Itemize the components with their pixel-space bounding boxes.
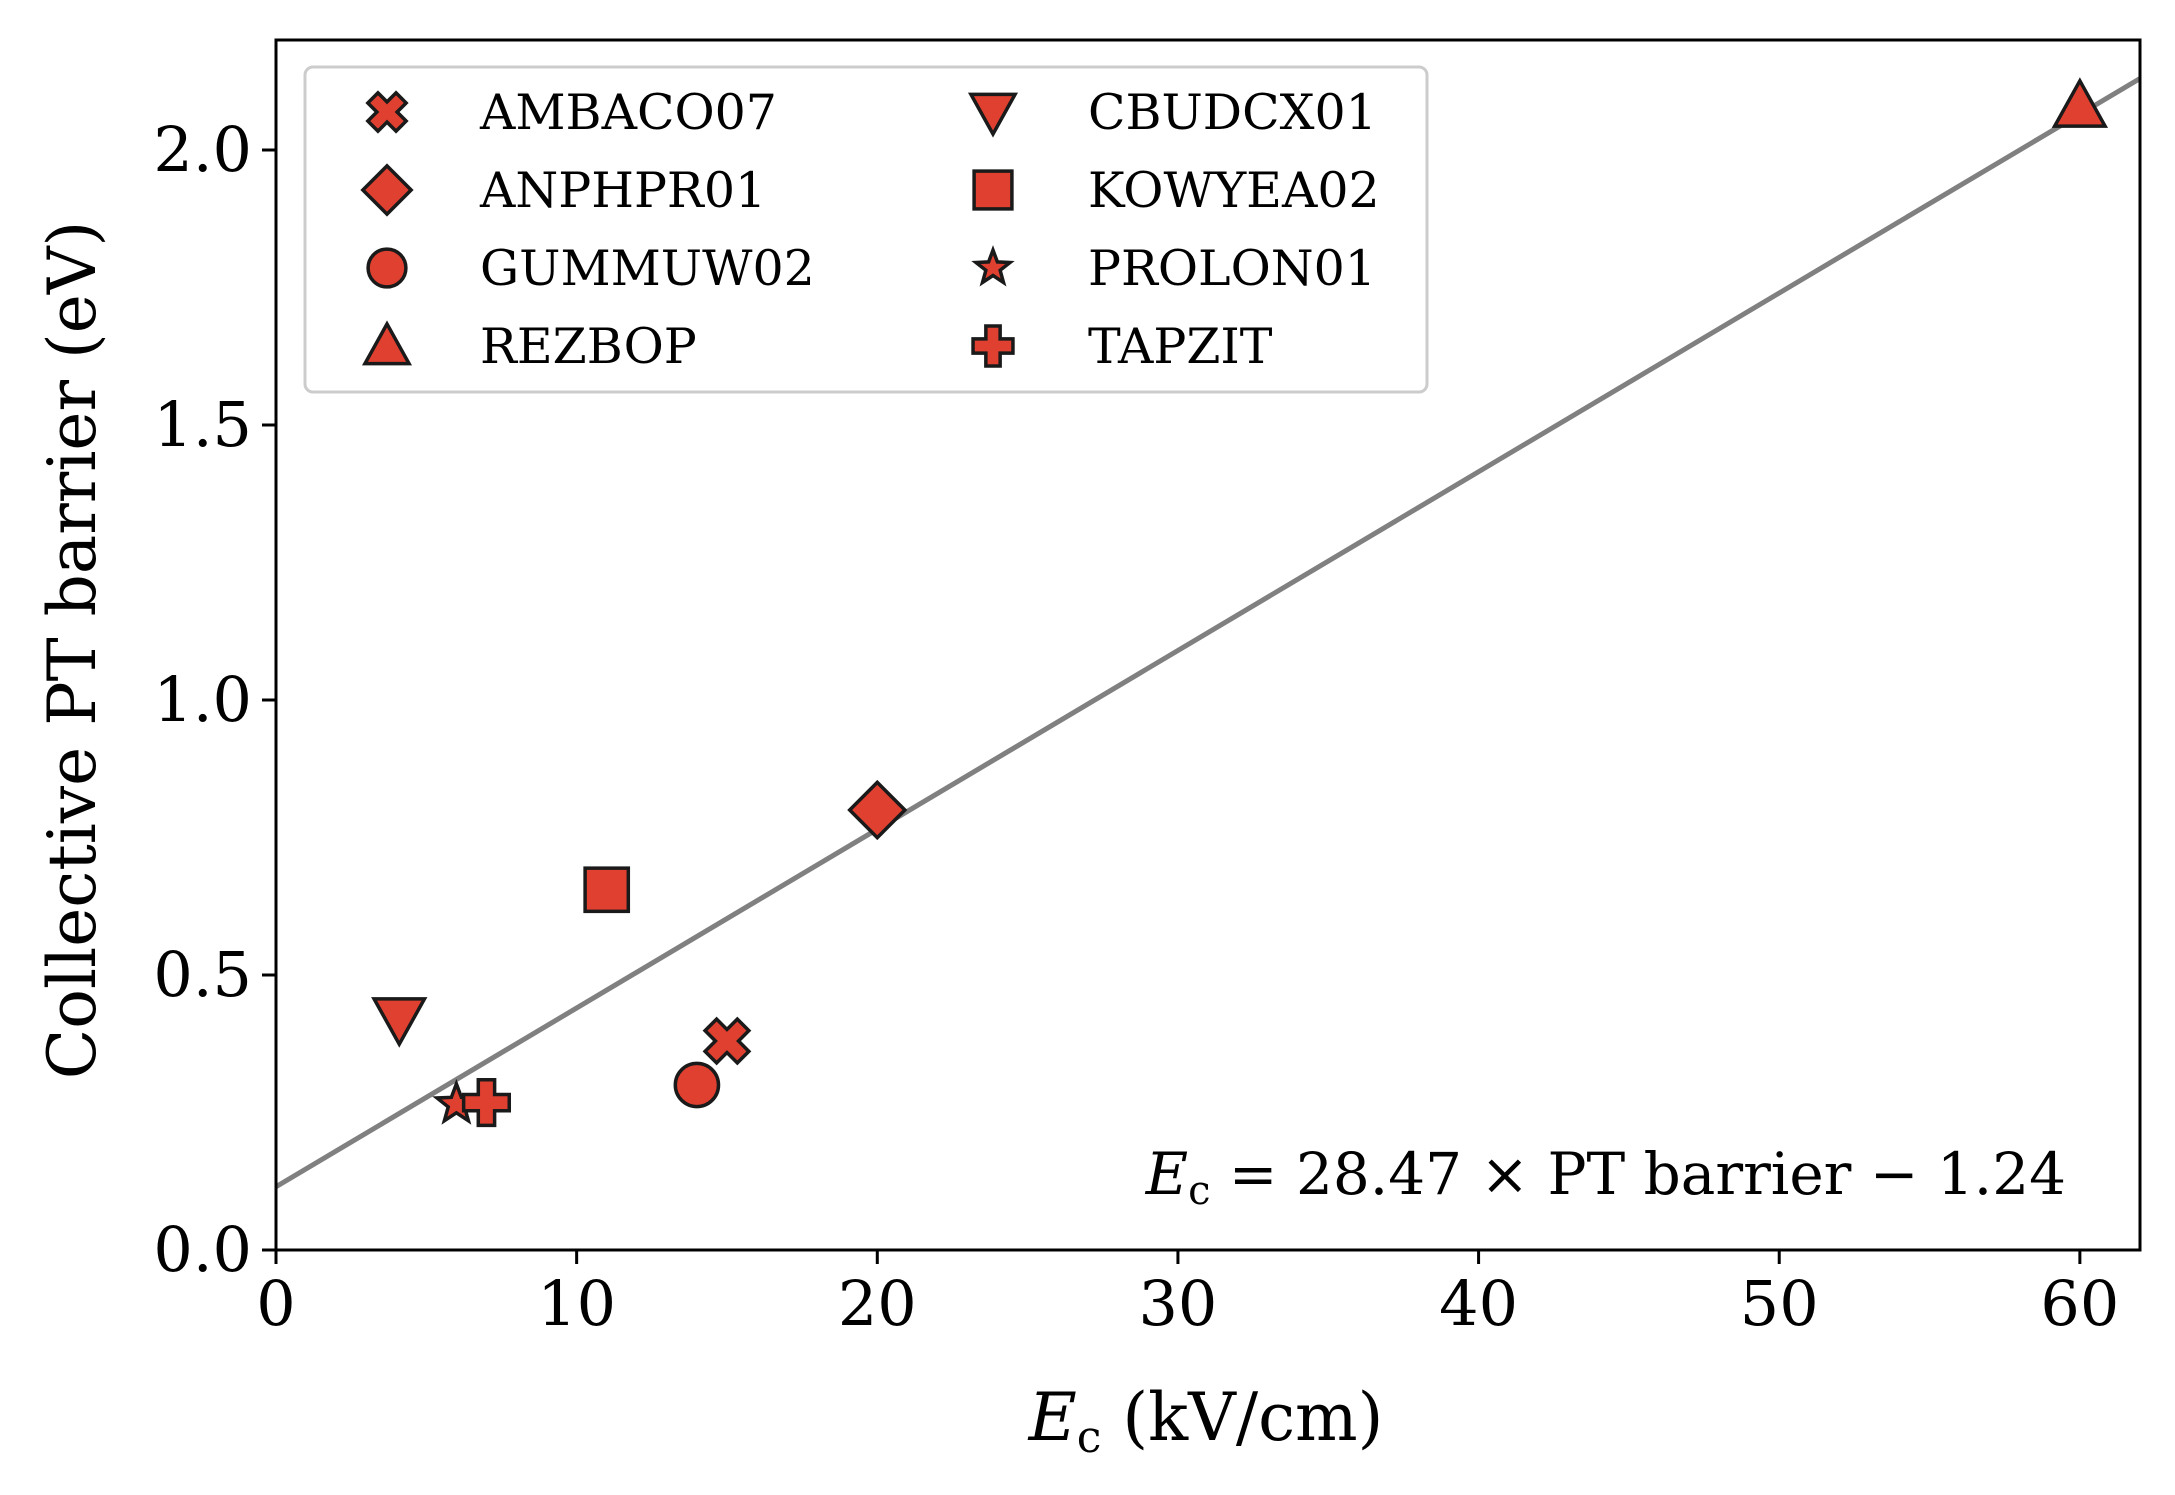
x-tick-label: 30 xyxy=(1138,1267,1217,1340)
x-axis-label: Ec (kV/cm) xyxy=(1028,1379,1384,1463)
y-axis-label: Collective PT barrier (eV) xyxy=(34,221,111,1079)
legend-label: CBUDCX01 xyxy=(1088,84,1377,141)
x-tick-label: 40 xyxy=(1439,1267,1518,1340)
legend-label: TAPZIT xyxy=(1088,318,1273,375)
data-point-rezbop xyxy=(2051,77,2109,128)
legend-label: PROLON01 xyxy=(1088,240,1376,297)
legend-label: ANPHPR01 xyxy=(479,162,766,219)
x-tick-label: 20 xyxy=(838,1267,917,1340)
data-point-ambaco07 xyxy=(702,1016,752,1066)
x-tick-label: 60 xyxy=(2040,1267,2119,1340)
y-tick-label: 1.0 xyxy=(153,663,252,736)
legend-marker-tapzit xyxy=(971,324,1015,368)
data-points-layer xyxy=(371,77,2109,1128)
legend-marker-prolon01 xyxy=(971,245,1015,287)
legend-frame xyxy=(303,65,1429,394)
data-point-kowyea02 xyxy=(583,866,631,914)
data-point-cbudcx01 xyxy=(371,997,428,1048)
legend-marker-anphpr01 xyxy=(360,163,414,217)
y-tick-label: 0.0 xyxy=(153,1213,252,1286)
legend-marker-rezbop xyxy=(361,320,413,366)
x-axis-ticks: 0 10 20 30 40 50 60 xyxy=(256,1250,2119,1340)
legend-marker-cbudcx01 xyxy=(967,92,1019,138)
fit-line xyxy=(274,76,2142,1189)
x-tick-label: 50 xyxy=(1740,1267,1819,1340)
data-point-anphpr01 xyxy=(847,779,908,841)
y-tick-label: 1.5 xyxy=(153,388,252,461)
x-tick-label: 10 xyxy=(537,1267,616,1340)
legend: AMBACO07 ANPHPR01 GUMMUW02 REZBOP CBUDCX01 KO… xyxy=(303,65,1429,394)
data-point-tapzit xyxy=(461,1078,512,1128)
legend-label: REZBOP xyxy=(480,318,697,375)
legend-entries: AMBACO07 ANPHPR01 GUMMUW02 REZBOP CBUDCX01 KO… xyxy=(360,84,1380,375)
legend-label: AMBACO07 xyxy=(479,84,777,141)
plot-area-frame xyxy=(274,38,2142,1252)
legend-label: GUMMUW02 xyxy=(480,240,815,297)
y-tick-label: 0.5 xyxy=(153,938,252,1011)
legend-marker-ambaco07 xyxy=(365,90,409,134)
fit-line-layer xyxy=(274,76,2142,1189)
x-tick-label: 0 xyxy=(256,1267,295,1340)
legend-label: KOWYEA02 xyxy=(1088,162,1380,219)
fit-equation-annotation: Ec = 28.47 × PT barrier − 1.24 xyxy=(1145,1140,2066,1214)
y-axis-ticks: 0.0 0.5 1.0 1.5 2.0 xyxy=(153,113,276,1286)
legend-marker-kowyea02 xyxy=(972,169,1014,211)
legend-marker-gummuw02 xyxy=(366,247,408,289)
data-point-gummuw02 xyxy=(673,1061,721,1109)
y-tick-label: 2.0 xyxy=(153,113,252,186)
